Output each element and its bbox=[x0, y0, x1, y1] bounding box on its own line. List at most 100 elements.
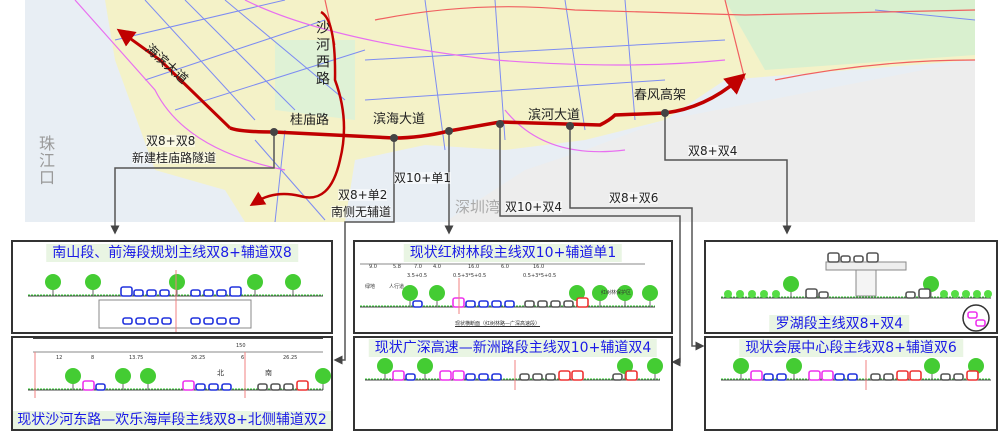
tree-icon bbox=[377, 358, 393, 374]
shrub-icon bbox=[772, 290, 780, 298]
bus-icon bbox=[82, 380, 95, 391]
node-binhai bbox=[390, 134, 398, 142]
car-icon bbox=[870, 373, 881, 381]
car-icon bbox=[519, 373, 530, 381]
dim: 12 bbox=[56, 355, 63, 361]
car-icon bbox=[478, 300, 489, 308]
connector-nanshan bbox=[110, 132, 275, 235]
panel-luohu: 罗湖段主线双8+双4 bbox=[704, 240, 998, 334]
car-icon bbox=[967, 311, 978, 319]
bus-icon bbox=[750, 370, 763, 381]
car-icon bbox=[504, 300, 515, 308]
car-icon bbox=[159, 289, 170, 297]
car-icon bbox=[465, 300, 476, 308]
dim: 16.0 bbox=[533, 264, 545, 270]
car-icon bbox=[95, 383, 106, 391]
annotation-guimiao-2: 新建桂庙路隧道 bbox=[132, 151, 217, 165]
tree-icon bbox=[315, 368, 331, 384]
node-binhe bbox=[566, 122, 574, 130]
tree-icon bbox=[285, 274, 301, 290]
car-icon bbox=[834, 373, 845, 381]
car-icon bbox=[133, 289, 144, 297]
car-icon bbox=[257, 383, 268, 391]
dim: 5.8 bbox=[393, 264, 401, 270]
viaduct-deck bbox=[825, 261, 907, 271]
car-icon bbox=[190, 317, 201, 325]
bus-icon bbox=[827, 252, 840, 263]
panel-title-nanshan: 南山段、前海段规划主线双8+辅道双8 bbox=[46, 244, 298, 263]
shrub-icon bbox=[984, 290, 992, 298]
car-icon bbox=[612, 373, 623, 381]
car-icon bbox=[195, 383, 206, 391]
car-icon bbox=[847, 373, 858, 381]
panel-title-guangshen: 现状广深高速—新洲路段主线双10+辅道双4 bbox=[368, 339, 658, 358]
label-green: 绿地 bbox=[365, 284, 376, 290]
bus-icon bbox=[558, 370, 571, 381]
car-icon bbox=[216, 317, 227, 325]
bus-icon bbox=[452, 370, 465, 381]
car-icon bbox=[840, 255, 851, 263]
tree-icon bbox=[569, 285, 585, 301]
node-guimiao bbox=[270, 128, 278, 136]
tunnel-outline bbox=[98, 299, 252, 329]
bus-icon bbox=[896, 370, 909, 381]
car-icon bbox=[818, 291, 829, 299]
car-icon bbox=[208, 383, 219, 391]
dim: 13.75 bbox=[129, 355, 144, 361]
tree-icon bbox=[617, 358, 633, 374]
tree-icon bbox=[115, 368, 131, 384]
dim: 8 bbox=[91, 355, 95, 361]
tree-icon bbox=[642, 285, 658, 301]
car-icon bbox=[940, 373, 951, 381]
bus-icon bbox=[966, 370, 979, 381]
shrub-icon bbox=[736, 290, 744, 298]
car-icon bbox=[563, 300, 574, 308]
car-icon bbox=[283, 383, 294, 391]
car-icon bbox=[545, 373, 556, 381]
car-icon bbox=[146, 289, 157, 297]
car-icon bbox=[491, 300, 502, 308]
panel-title-luohu: 罗湖段主线双8+双4 bbox=[769, 315, 910, 332]
cross-section-shahe-east bbox=[28, 338, 331, 398]
shahe-west-route-line bbox=[249, 10, 346, 207]
tree-icon bbox=[402, 285, 418, 301]
tree-icon bbox=[647, 358, 663, 374]
bus-icon bbox=[821, 370, 834, 381]
road-label-binhe: 滨河大道 bbox=[528, 108, 581, 123]
car-icon bbox=[478, 373, 489, 381]
dim: 6.0 bbox=[501, 264, 509, 270]
shrub-icon bbox=[962, 290, 970, 298]
road-label-binhai: 滨海大道 bbox=[373, 112, 426, 127]
panel-title-huizhan: 现状会展中心段主线双8+辅道双6 bbox=[739, 339, 963, 358]
tree-icon bbox=[968, 358, 984, 374]
car-icon bbox=[975, 319, 986, 327]
dim: 16.0 bbox=[468, 264, 480, 270]
car-icon bbox=[491, 373, 502, 381]
tree-icon bbox=[733, 358, 749, 374]
tree-icon bbox=[429, 285, 445, 301]
car-icon bbox=[270, 383, 281, 391]
car-icon bbox=[953, 373, 964, 381]
annotation-shahe-2: 南侧无辅道 bbox=[331, 205, 392, 219]
annotation-huizhan: 双8+双6 bbox=[609, 191, 659, 205]
car-icon bbox=[412, 300, 423, 308]
panel-guangshen: 现状广深高速—新洲路段主线双10+辅道双4 bbox=[353, 336, 673, 431]
cross-section-guangshen bbox=[365, 358, 663, 390]
dim-total: 150 bbox=[236, 343, 246, 349]
car-icon bbox=[905, 291, 916, 299]
shrub-icon bbox=[748, 290, 756, 298]
car-icon bbox=[405, 373, 416, 381]
car-icon bbox=[763, 373, 774, 381]
sub-dim: 0.5+3*5+0.5 bbox=[453, 273, 487, 279]
tree-icon bbox=[592, 285, 608, 301]
car-icon bbox=[148, 317, 159, 325]
annotation-shahe-1: 双8+单2 bbox=[338, 188, 388, 202]
main-route-line bbox=[116, 28, 232, 130]
tree-icon bbox=[65, 368, 81, 384]
node-hongshulin bbox=[445, 127, 453, 135]
tree-icon bbox=[417, 358, 433, 374]
car-icon bbox=[532, 373, 543, 381]
road-label-chunfeng: 春风高架 bbox=[634, 88, 687, 103]
car-icon bbox=[135, 317, 146, 325]
